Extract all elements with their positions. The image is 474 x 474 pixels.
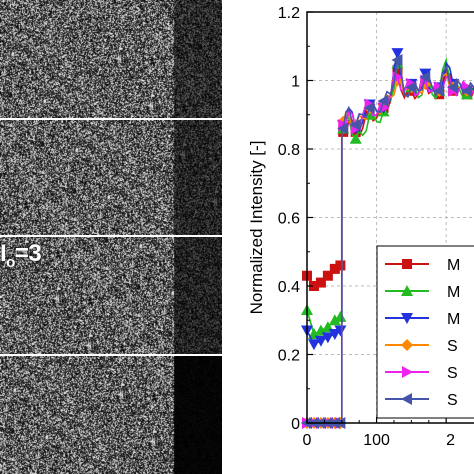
speckle-image-1: [0, 0, 222, 118]
data-point: [335, 260, 346, 271]
legend-marker: [402, 366, 413, 378]
panel-label: Io=3: [0, 240, 42, 271]
data-point: [349, 132, 362, 144]
panel-label-main: I: [0, 240, 7, 267]
y-tick-label: 1: [291, 74, 300, 91]
speckle-image-4: [0, 356, 222, 474]
series-layer: [301, 48, 474, 429]
legend-box: [376, 245, 474, 419]
legend-label: S: [447, 365, 458, 382]
legend-label: M: [447, 257, 460, 274]
data-point: [391, 53, 403, 66]
data-point: [315, 277, 326, 288]
legend-label: M: [447, 284, 460, 301]
data-point: [308, 281, 319, 291]
data-point: [447, 81, 459, 94]
legend-marker: [402, 259, 412, 269]
axis-ticks: 0 0.2 0.4 0.6 0.8 1 1.2 0 100 2: [278, 5, 455, 449]
intensity-chart: 0 0.2 0.4 0.6 0.8 1 1.2 0 100 2 Normalized Intens…: [247, 5, 474, 449]
legend-marker: [401, 339, 413, 351]
speckle-image-3: [0, 237, 222, 354]
y-tick-label: 0: [291, 416, 300, 433]
y-tick-label: 1.2: [278, 5, 300, 22]
data-point: [419, 71, 431, 84]
series-6: [301, 53, 474, 429]
data-point: [337, 122, 349, 135]
data-point: [349, 119, 361, 132]
legend-label: S: [447, 392, 458, 409]
panel-label-tail: =3: [14, 240, 42, 267]
data-point: [314, 335, 327, 347]
data-point: [307, 339, 320, 351]
data-point: [321, 332, 334, 344]
y-axis-label: Normalized Intensity [-]: [247, 141, 266, 315]
data-point: [405, 81, 417, 94]
data-point: [363, 101, 375, 114]
y-tick-label: 0.4: [278, 279, 300, 296]
y-tick-label: 0.8: [278, 142, 300, 159]
legend-marker: [401, 313, 413, 324]
speckle-image-panels: Io=3: [0, 0, 222, 474]
legend-label: M: [447, 311, 460, 328]
data-point: [329, 263, 340, 274]
panel-label-subscript: o: [6, 254, 15, 271]
speckle-image-2: [0, 120, 222, 235]
data-point: [391, 48, 404, 60]
data-point: [334, 310, 347, 322]
data-point: [392, 65, 403, 76]
legend-marker: [401, 285, 413, 296]
data-point: [328, 314, 341, 326]
data-point: [334, 325, 347, 337]
legend-marker: [401, 393, 412, 405]
x-tick-label: 0: [303, 432, 312, 449]
data-point: [433, 84, 445, 97]
data-point: [377, 95, 389, 108]
y-tick-label: 0.6: [278, 211, 300, 228]
legend-label: S: [447, 338, 458, 355]
data-point: [322, 270, 333, 281]
x-tick-label: 2: [446, 432, 455, 449]
x-tick-label: 100: [363, 432, 390, 449]
y-tick-label: 0.2: [278, 348, 300, 365]
data-point: [461, 84, 473, 97]
